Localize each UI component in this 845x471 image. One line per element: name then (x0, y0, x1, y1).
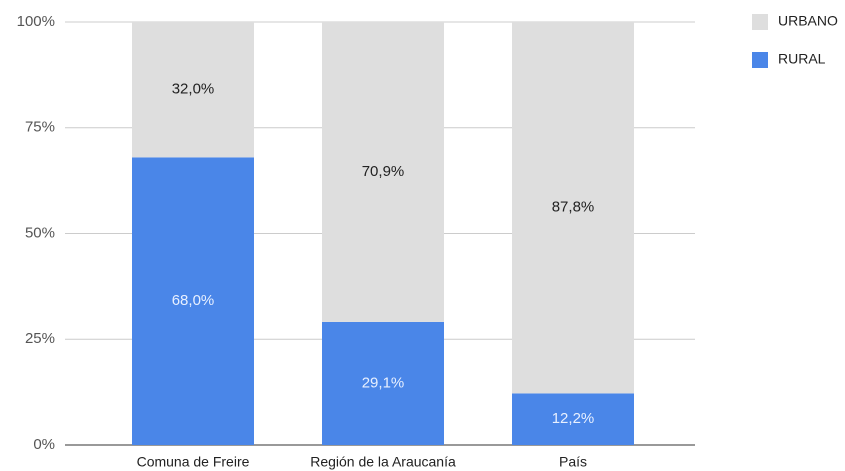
value-label: 68,0% (172, 292, 215, 309)
value-label: 29,1% (362, 374, 405, 391)
value-label: 32,0% (172, 81, 215, 98)
bar-segment (132, 22, 254, 158)
x-tick-label: Región de la Araucanía (310, 454, 456, 470)
bar-segment (132, 157, 254, 446)
y-tick-label: 50% (25, 224, 55, 241)
legend-label: URBANO (778, 13, 838, 29)
y-tick-label: 75% (25, 119, 55, 136)
value-label: 12,2% (552, 410, 595, 427)
bar-segment (322, 321, 444, 445)
x-tick-label: Comuna de Freire (137, 454, 250, 470)
bar-segment (512, 22, 634, 394)
y-tick-label: 100% (17, 13, 55, 30)
bar-segment (322, 22, 444, 322)
y-tick-label: 25% (25, 330, 55, 347)
legend-label: RURAL (778, 51, 826, 67)
bar-segment (512, 393, 634, 445)
value-label: 70,9% (362, 163, 405, 180)
y-tick-label: 0% (33, 436, 55, 453)
legend-swatch (752, 14, 768, 30)
value-label: 87,8% (552, 199, 595, 216)
legend-swatch (752, 52, 768, 68)
x-tick-label: País (559, 454, 587, 470)
